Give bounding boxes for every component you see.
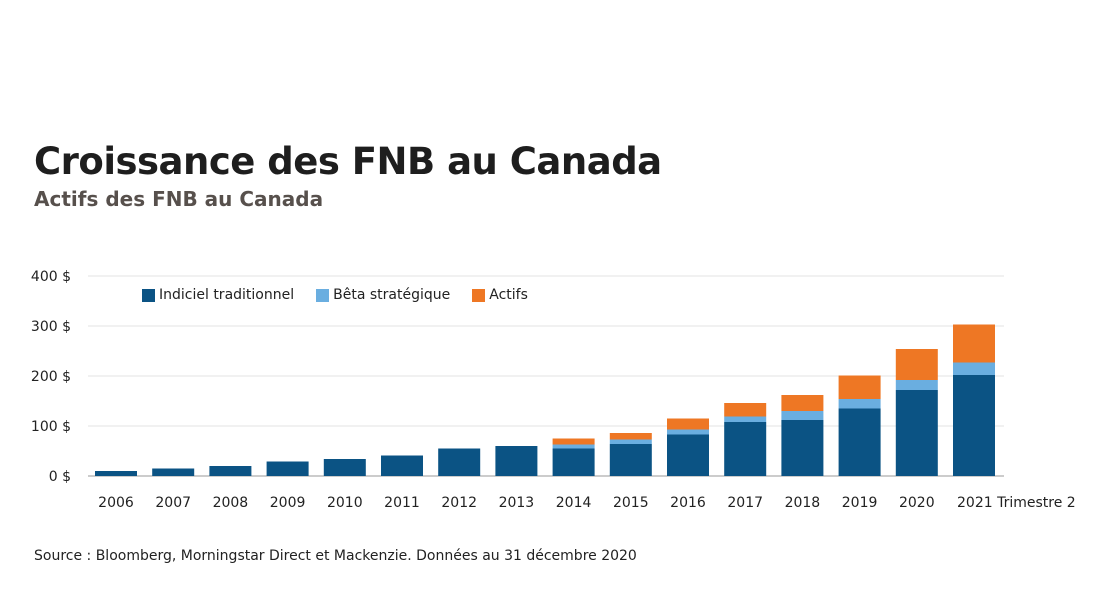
bar-segment (552, 448, 595, 476)
x-axis-ticks: 2006 2007 2008 2009 2010 2011 2012 2013 2014 2015… (98, 495, 1075, 511)
legend-item-indiciel: Indiciel traditionnel (142, 287, 294, 303)
stacked-bar-chart: 0 $ 100 $ 200 $ 300 $ 400 $ 2006 2007 2008 2009… (31, 269, 1076, 511)
bar-segment (895, 380, 938, 390)
bar-segment (724, 416, 767, 422)
x-tick-label: 2014 (556, 495, 592, 511)
bar-segment (95, 471, 137, 476)
bar-segment (209, 466, 252, 476)
legend-item-actifs: Actifs (472, 287, 528, 303)
bar-segment (895, 349, 938, 380)
legend-swatch-indiciel (142, 288, 155, 302)
x-tick-label: 2008 (213, 495, 249, 511)
bar-segment (438, 448, 481, 476)
x-tick-label: 2020 (899, 495, 935, 511)
bar-segment (266, 461, 309, 476)
bar-segment (609, 439, 652, 444)
legend-item-beta: Bêta stratégique (316, 287, 450, 303)
bar-segment (667, 418, 709, 430)
x-tick-label: 2009 (270, 495, 306, 511)
bar-segment (609, 433, 652, 440)
x-tick-label: 2013 (499, 495, 535, 511)
legend-label-beta: Bêta stratégique (333, 287, 451, 303)
chart-legend: Indiciel traditionnel Bêta stratégique A… (142, 287, 550, 303)
y-tick-label: 0 $ (49, 469, 71, 485)
bar-segment (552, 444, 595, 449)
legend-swatch-beta (316, 288, 330, 302)
x-tick-label: 2010 (327, 495, 363, 511)
bar-segment (838, 399, 881, 409)
x-tick-label: 2016 (670, 495, 706, 511)
bar-segment (781, 411, 824, 420)
bar-segment (667, 434, 709, 476)
source-note: Source : Bloomberg, Morningstar Direct e… (34, 548, 637, 564)
y-tick-label: 400 $ (31, 269, 71, 285)
bar-segment (323, 459, 366, 476)
y-tick-label: 100 $ (31, 419, 71, 435)
chart-title: Croissance des FNB au Canada (34, 140, 662, 183)
x-tick-label: 2021 Trimestre 2 (957, 495, 1076, 511)
chart-subtitle: Actifs des FNB au Canada (34, 187, 324, 211)
legend-swatch-actifs (472, 288, 486, 302)
x-tick-label: 2018 (785, 495, 821, 511)
bar-segment (724, 403, 767, 417)
bar-segment (895, 390, 938, 476)
bars (95, 324, 995, 476)
bar-segment (724, 422, 767, 476)
x-tick-label: 2015 (613, 495, 649, 511)
bar-segment (667, 429, 709, 435)
x-tick-label: 2011 (384, 495, 420, 511)
bar-segment (953, 362, 995, 375)
legend-label-indiciel: Indiciel traditionnel (159, 287, 295, 303)
bar-segment (953, 324, 995, 363)
bar-segment (953, 375, 995, 476)
x-tick-label: 2019 (842, 495, 878, 511)
bar-segment (838, 408, 881, 476)
bar-segment (838, 375, 881, 399)
bar-segment (381, 455, 423, 476)
bar-segment (495, 446, 538, 476)
y-tick-label: 300 $ (31, 319, 71, 335)
x-tick-label: 2012 (441, 495, 477, 511)
x-tick-label: 2017 (727, 495, 763, 511)
bar-segment (781, 420, 824, 476)
legend-label-actifs: Actifs (489, 287, 528, 303)
bar-segment (609, 444, 652, 476)
x-tick-label: 2006 (98, 495, 134, 511)
y-tick-label: 200 $ (31, 369, 71, 385)
bar-segment (152, 468, 195, 476)
y-axis-ticks: 0 $ 100 $ 200 $ 300 $ 400 $ (31, 269, 71, 485)
x-tick-label: 2007 (155, 495, 191, 511)
bar-segment (781, 395, 824, 411)
bar-segment (552, 438, 595, 445)
